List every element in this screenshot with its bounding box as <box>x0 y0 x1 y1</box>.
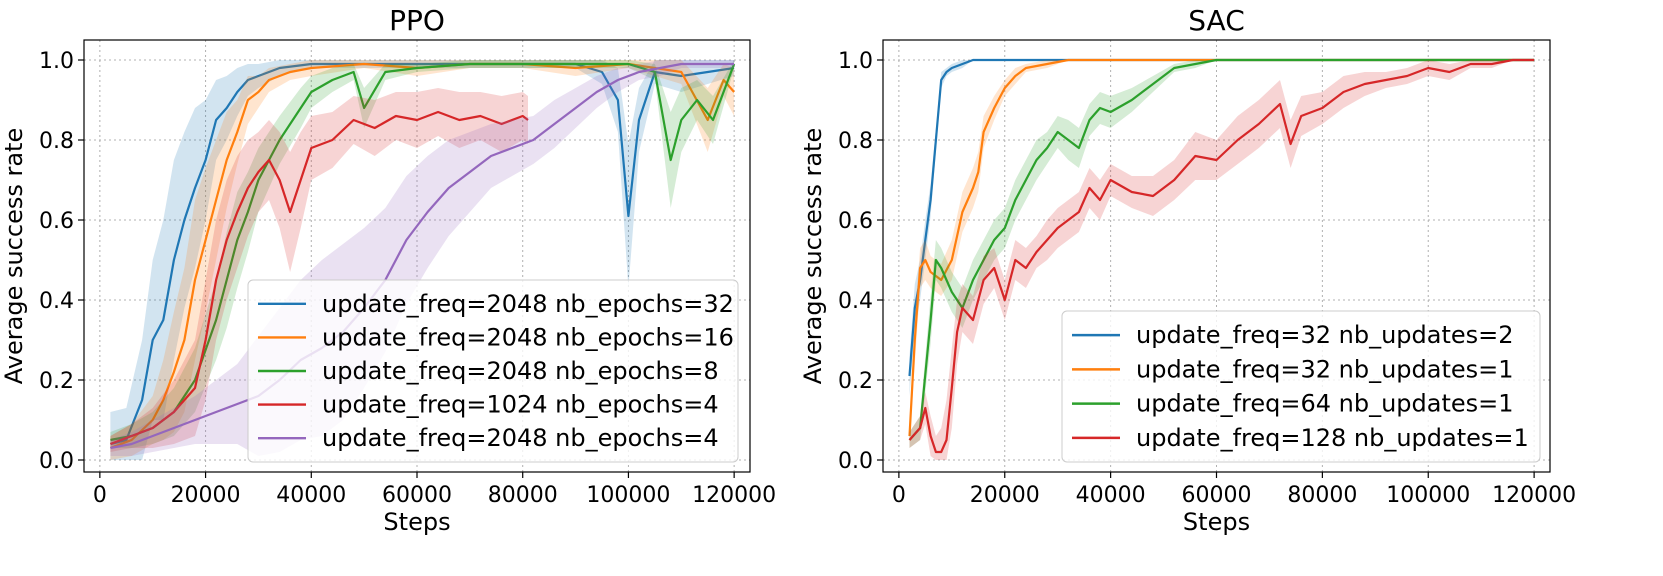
y-tick-label: 0.2 <box>39 369 74 394</box>
chart-ppo: 0 20000 40000 60000 80000 100000 120000 0.0 0.2 0… <box>0 4 776 536</box>
series-2 <box>908 58 1535 444</box>
legend-label: update_freq=64 nb_updates=1 <box>1136 390 1514 418</box>
legend-box <box>247 279 739 463</box>
x-tick-label: 60000 <box>382 483 452 508</box>
chart-title: SAC <box>1188 4 1245 37</box>
x-tick-label: 40000 <box>1076 483 1146 508</box>
legend-label: update_freq=128 nb_updates=1 <box>1136 424 1529 452</box>
series-line <box>908 58 1535 441</box>
y-tick-label: 0.4 <box>39 289 74 314</box>
series-band <box>110 88 529 452</box>
x-axis-label: Steps <box>1183 508 1250 536</box>
x-tick-label: 120000 <box>1492 483 1576 508</box>
series-3 <box>110 60 736 448</box>
legend-label: update_freq=2048 nb_epochs=4 <box>322 424 719 452</box>
y-tick-label: 0.6 <box>838 209 873 234</box>
series-band <box>909 60 1535 460</box>
series-3 <box>908 58 1535 448</box>
series-band <box>909 60 1535 448</box>
y-tick-label: 0.0 <box>838 449 873 474</box>
legend: update_freq=32 nb_updates=2 update_freq=3… <box>1061 310 1541 463</box>
legend-label: update_freq=32 nb_updates=1 <box>1136 355 1514 383</box>
series-line <box>908 58 1535 437</box>
y-tick-label: 0.6 <box>39 209 74 234</box>
legend-label: update_freq=2048 nb_epochs=32 <box>322 290 734 318</box>
y-tick-label: 1.0 <box>39 49 74 74</box>
chart-title: PPO <box>389 4 445 37</box>
y-axis-label: Average success rate <box>799 128 827 384</box>
legend-label: update_freq=1024 nb_epochs=4 <box>322 391 719 419</box>
legend-label: update_freq=32 nb_updates=2 <box>1136 321 1514 349</box>
series-4 <box>908 58 1535 460</box>
series-line <box>110 110 529 446</box>
x-tick-label: 100000 <box>1386 483 1470 508</box>
x-tick-label: 120000 <box>692 483 776 508</box>
x-tick-label: 80000 <box>488 483 558 508</box>
x-tick-label: 20000 <box>171 483 241 508</box>
series-line <box>110 62 735 446</box>
series-line <box>110 62 735 450</box>
x-tick-label: 0 <box>93 483 107 508</box>
y-tick-label: 0.8 <box>838 129 873 154</box>
legend-box <box>1061 310 1541 463</box>
x-tick-label: 100000 <box>586 483 670 508</box>
series-4 <box>110 88 529 452</box>
x-tick-label: 40000 <box>276 483 346 508</box>
x-tick-label: 20000 <box>970 483 1040 508</box>
y-tick-label: 0.4 <box>838 289 873 314</box>
series-line <box>110 62 736 442</box>
y-tick-label: 0.0 <box>39 449 74 474</box>
x-axis-label: Steps <box>383 508 450 536</box>
legend-label: update_freq=2048 nb_epochs=16 <box>322 323 734 351</box>
x-tick-label: 80000 <box>1287 483 1357 508</box>
y-tick-label: 0.8 <box>39 129 74 154</box>
series-band <box>110 60 735 448</box>
legend: update_freq=2048 nb_epochs=32 update_freq… <box>247 279 739 463</box>
legend-label: update_freq=2048 nb_epochs=8 <box>322 357 719 385</box>
series-line <box>908 58 1535 454</box>
x-tick-label: 0 <box>892 483 906 508</box>
chart-sac: 0 20000 40000 60000 80000 100000 120000 0.0 0.2 0… <box>799 4 1576 536</box>
x-tick-label: 60000 <box>1182 483 1252 508</box>
y-tick-label: 0.2 <box>838 369 873 394</box>
y-tick-label: 1.0 <box>838 49 873 74</box>
y-axis-label: Average success rate <box>0 128 28 384</box>
series-1 <box>110 60 735 460</box>
series-band <box>110 60 735 460</box>
